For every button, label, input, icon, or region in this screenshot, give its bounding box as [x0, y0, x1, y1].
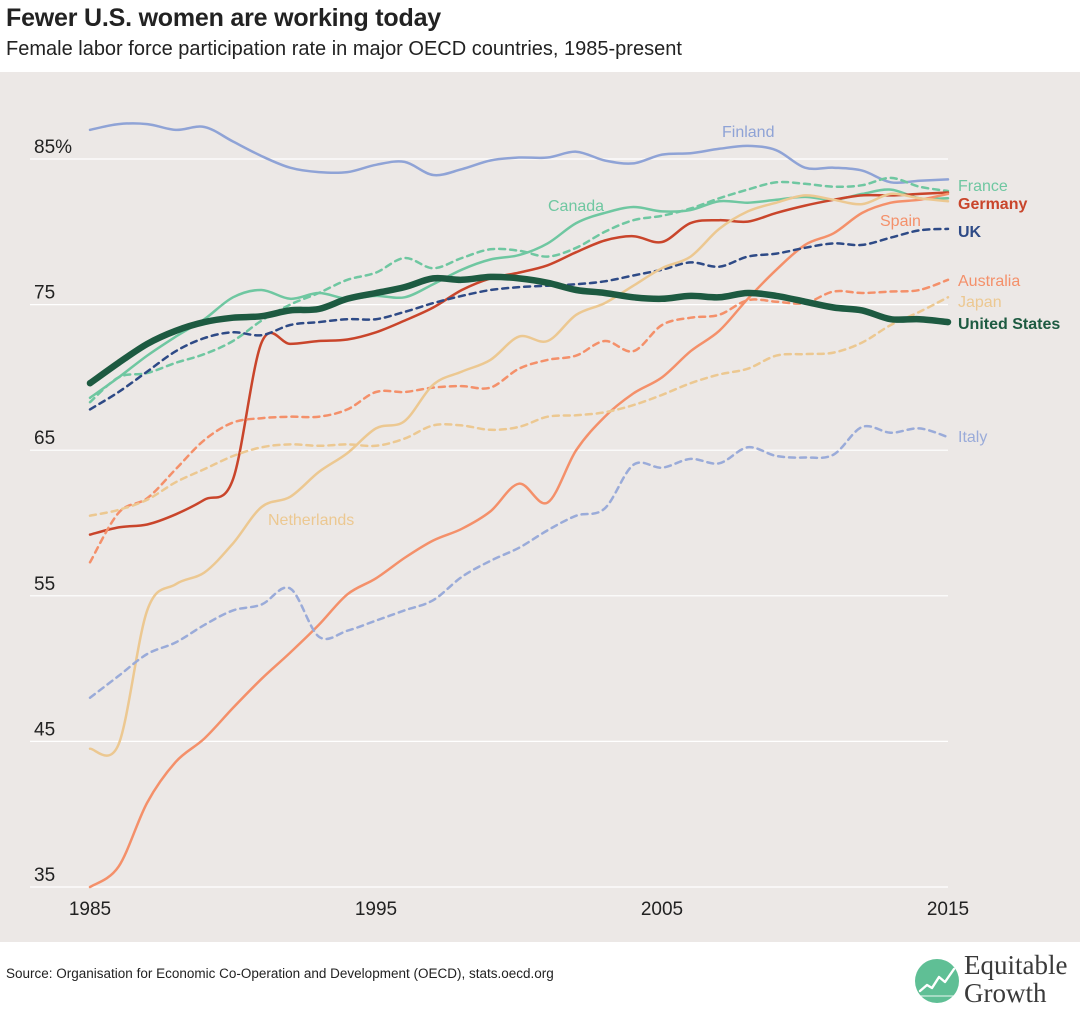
series-label-spain: Spain [880, 213, 921, 230]
chart-subtitle: Female labor force participation rate in… [6, 38, 682, 60]
x-tick-label: 2015 [927, 899, 969, 920]
series-lines [86, 122, 952, 889]
series-label-finland: Finland [722, 124, 774, 141]
series-label-italy: Italy [958, 429, 987, 446]
series-label-france: France [958, 178, 1008, 195]
series-line-uk [88, 227, 950, 411]
x-tick-label: 2005 [641, 899, 683, 920]
series-label-uk: UK [958, 224, 982, 241]
chart-title: Fewer U.S. women are working today [6, 4, 441, 32]
series-line-germany [88, 191, 950, 536]
y-tick-label: 65 [34, 428, 55, 449]
series-line-france [88, 176, 950, 404]
x-axis: 1985 1995 2005 2015 [69, 899, 969, 920]
series-label-canada: Canada [548, 198, 604, 215]
y-tick-label: 75 [34, 283, 55, 304]
series-line-netherlands [88, 192, 950, 757]
series-line-united_states [86, 273, 952, 387]
y-tick-label: 85% [34, 137, 72, 158]
y-tick-label: 45 [34, 719, 55, 740]
y-tick-label: 55 [34, 574, 55, 595]
grid-lines [30, 158, 948, 888]
series-line-spain [88, 192, 950, 889]
series-line-finland [88, 122, 950, 185]
equitable-growth-logo[interactable]: Equitable Growth [912, 950, 1077, 1012]
y-tick-label: 35 [34, 865, 55, 886]
source-note: Source: Organisation for Economic Co-Ope… [6, 966, 554, 981]
series-line-canada [88, 188, 950, 400]
line-chart: 35 45 55 65 75 85% 1985 1995 2005 2015 Finland Fr… [30, 122, 1060, 920]
series-label-netherlands: Netherlands [268, 512, 354, 529]
series-line-italy [88, 424, 950, 699]
series-label-germany: Germany [958, 196, 1027, 213]
x-tick-label: 1995 [355, 899, 397, 920]
series-label-united_states: United States [958, 316, 1060, 333]
y-axis: 35 45 55 65 75 85% [34, 137, 72, 886]
series-labels: Finland France Canada Germany Spain UK Austral… [268, 124, 1060, 529]
logo-text-line1: Equitable [964, 950, 1068, 980]
x-tick-label: 1985 [69, 899, 111, 920]
rising-line-chart-circle-icon [915, 959, 959, 1003]
series-label-japan: Japan [958, 294, 1002, 311]
logo-text-line2: Growth [964, 978, 1047, 1008]
series-line-japan [88, 296, 950, 517]
series-label-australia: Australia [958, 273, 1020, 290]
chart-panel: 35 45 55 65 75 85% 1985 1995 2005 2015 Finland Fr… [0, 72, 1080, 942]
